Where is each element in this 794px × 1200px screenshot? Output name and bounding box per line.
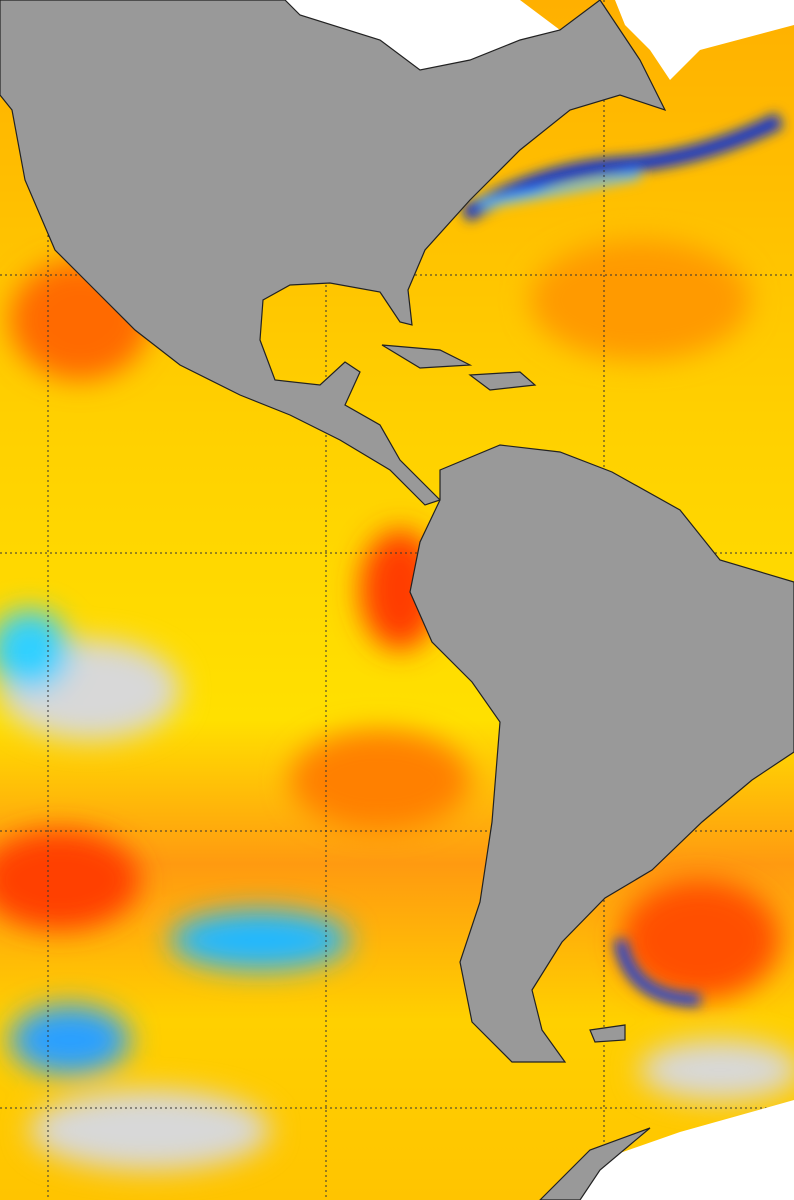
anomaly-patches [0, 240, 794, 1170]
warm-patch [530, 240, 750, 360]
falklands [589, 1024, 626, 1043]
neutral-patch [640, 1040, 794, 1100]
gulf-stream [460, 112, 784, 1006]
greenland-ice [615, 0, 794, 80]
warm-patch [620, 880, 780, 1000]
cool-band [479, 171, 641, 209]
cool-patch [170, 910, 350, 970]
cool-patch [0, 610, 70, 690]
south-america [409, 444, 794, 1063]
cool-patch [10, 1005, 130, 1075]
warm-patch [290, 730, 470, 830]
arctic-water [285, 0, 560, 70]
antarctic-peninsula [560, 1100, 794, 1200]
cool-band [460, 112, 784, 222]
hispaniola [468, 371, 537, 391]
cuba [381, 344, 473, 369]
neutral-patch [30, 1090, 270, 1170]
north-central-america [0, 0, 667, 506]
cool-band [614, 938, 701, 1006]
warm-patch [0, 830, 140, 930]
south-shetlands [539, 1127, 651, 1200]
